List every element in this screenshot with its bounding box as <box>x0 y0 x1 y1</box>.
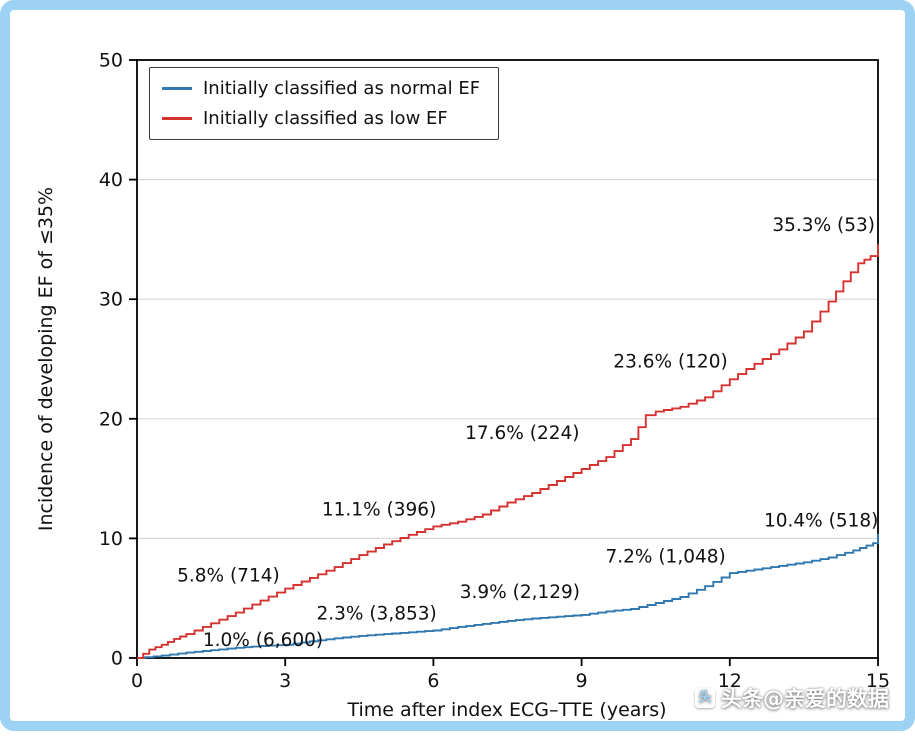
x-tick-label: 15 <box>866 670 890 692</box>
series-line-1 <box>137 244 879 659</box>
legend-item-low-ef: Initially classified as low EF <box>162 108 480 129</box>
watermark-text: 头条@亲爱的数据 <box>721 687 889 711</box>
legend-line-swatch-normal-ef <box>162 87 192 90</box>
x-tick-label: 0 <box>131 670 143 692</box>
data-annotation: 5.8% (714) <box>177 566 280 587</box>
chart-canvas: 0 3 6 9 12 15 0 10 20 30 40 50 1.0% (6,600) 2.3% (3,8… <box>99 50 890 693</box>
x-axis-label: Time after index ECG–TTE (years) <box>347 699 667 721</box>
chart-legend: Initially classified as normal EF Initia… <box>149 67 500 140</box>
y-tick-label: 50 <box>99 50 123 72</box>
data-annotation: 7.2% (1,048) <box>605 546 725 567</box>
x-tick-label: 9 <box>576 670 588 692</box>
watermark: 头 头条@亲爱的数据 <box>695 683 889 713</box>
x-tick-label: 6 <box>427 670 439 692</box>
data-annotation: 35.3% (53) <box>772 215 875 236</box>
legend-line-swatch-low-ef <box>162 117 192 120</box>
x-tick-label: 12 <box>718 670 742 692</box>
legend-item-normal-ef: Initially classified as normal EF <box>162 78 480 99</box>
data-annotation: 17.6% (224) <box>465 423 579 444</box>
y-tick-label: 20 <box>99 408 123 430</box>
y-tick-label: 40 <box>99 169 123 191</box>
series-line-0 <box>137 533 879 659</box>
legend-label-low-ef: Initially classified as low EF <box>203 108 448 129</box>
data-annotation: 1.0% (6,600) <box>203 630 323 651</box>
data-annotation: 3.9% (2,129) <box>460 582 580 603</box>
data-annotation: 2.3% (3,853) <box>316 604 436 625</box>
y-tick-label: 0 <box>111 648 123 670</box>
toutiao-logo-icon: 头 <box>695 688 715 708</box>
y-tick-label: 10 <box>99 528 123 550</box>
data-annotation: 10.4% (518) <box>764 511 878 532</box>
plot-border <box>136 59 879 659</box>
x-tick-label: 3 <box>279 670 291 692</box>
legend-label-normal-ef: Initially classified as normal EF <box>203 78 481 99</box>
y-axis-label: Incidence of developing EF of ≤35% <box>35 186 57 532</box>
data-annotation: 23.6% (120) <box>613 351 727 372</box>
data-annotation: 11.1% (396) <box>322 500 436 521</box>
y-tick-label: 30 <box>99 289 123 311</box>
